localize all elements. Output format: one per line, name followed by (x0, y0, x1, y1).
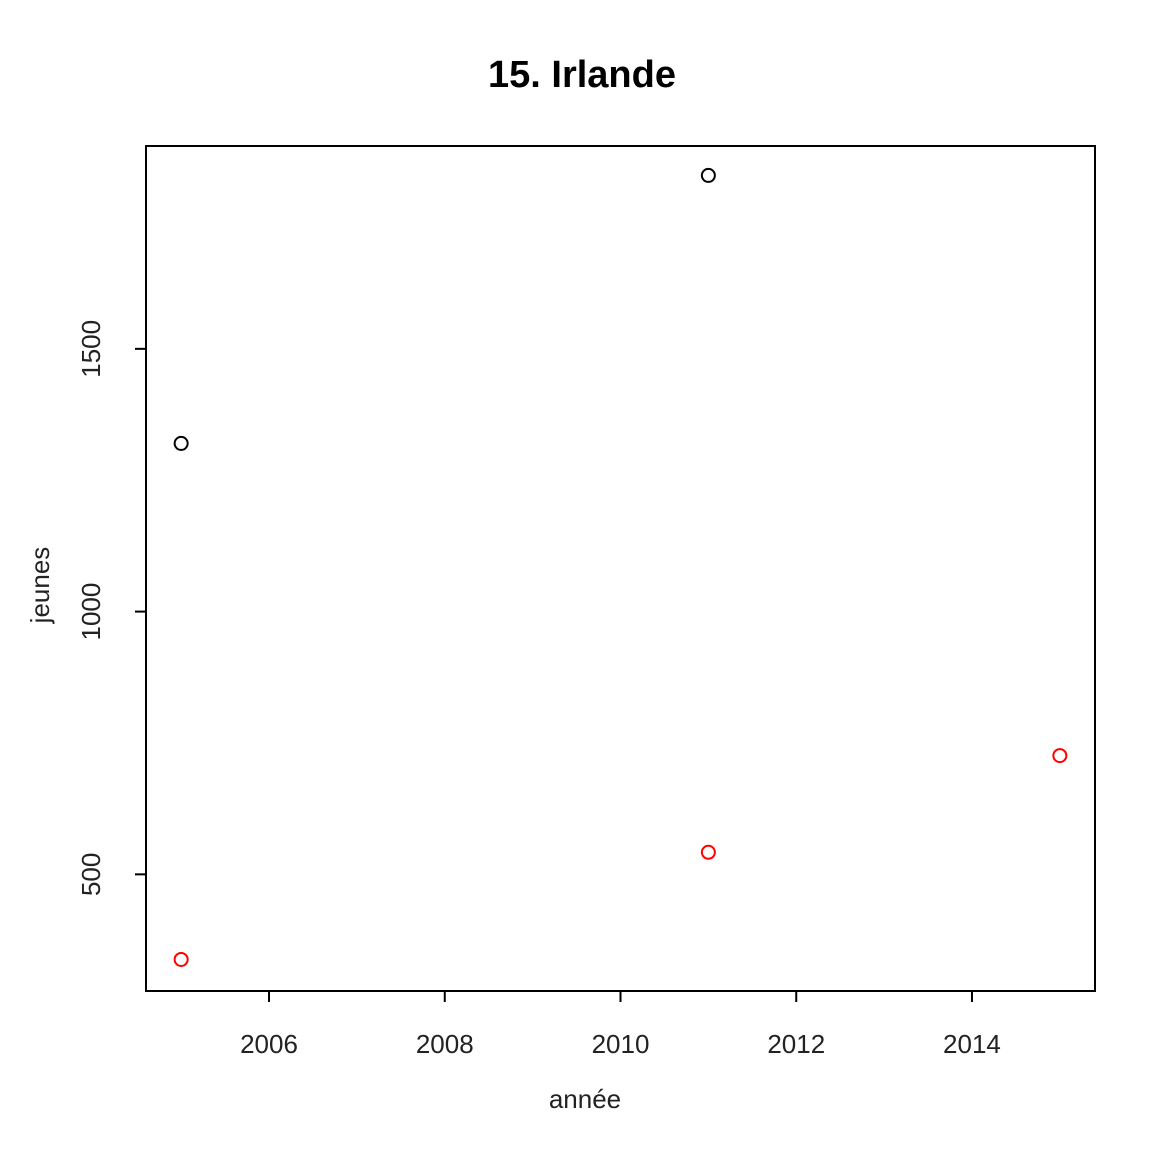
x-tick-label: 2014 (943, 1029, 1001, 1059)
x-tick-label: 2008 (416, 1029, 474, 1059)
point (173, 951, 189, 967)
x-tick-label: 2006 (240, 1029, 298, 1059)
y-axis-label: jeunes (25, 547, 55, 625)
point (173, 435, 189, 451)
y-tick-label: 1000 (76, 583, 106, 641)
y-tick-label: 500 (76, 853, 106, 896)
chart-title: 15. Irlande (488, 54, 676, 96)
x-tick-label: 2010 (592, 1029, 650, 1059)
x-tick-label: 2012 (767, 1029, 825, 1059)
point (700, 167, 716, 183)
point (700, 844, 716, 860)
x-axis-label: année (549, 1084, 621, 1114)
y-tick-label: 1500 (76, 320, 106, 378)
point (1052, 748, 1068, 764)
